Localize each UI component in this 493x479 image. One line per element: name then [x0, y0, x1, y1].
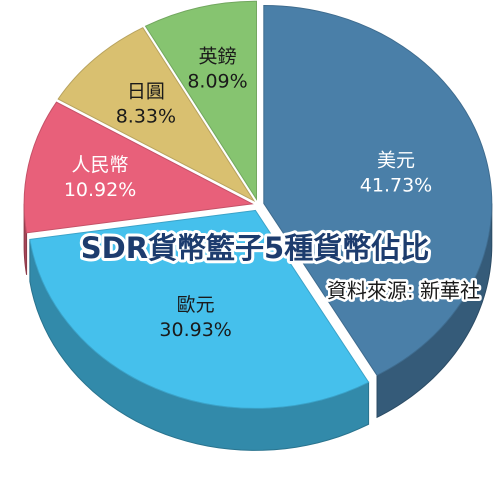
slice-category: 人民幣	[72, 154, 129, 176]
slice-category: 美元	[377, 149, 415, 171]
slice	[263, 4, 493, 376]
slice-category: 日圓	[127, 81, 165, 103]
slice	[23, 101, 254, 234]
slice	[57, 27, 256, 203]
slice-value-label: 41.73%	[360, 174, 432, 196]
slice-value-label: 8.09%	[187, 70, 247, 92]
pie-labels: 美元 41.73% 歐元 30.93% 人民幣 10.92% 日圓 8.33% 英鎊 8.09%	[64, 45, 432, 340]
slice-category: 英鎊	[199, 45, 237, 67]
slice-value-label: 10.92%	[64, 179, 136, 201]
chart-title: SDR貨幣籃子5種貨幣佔比	[81, 231, 429, 265]
slice-category: 歐元	[177, 294, 215, 316]
slice-value-label: 8.33%	[116, 106, 176, 128]
chart-source: 資料來源: 新華社	[327, 279, 480, 303]
slice	[144, 0, 257, 201]
pie-tops	[23, 0, 493, 409]
slice	[29, 209, 370, 409]
slice-value-label: 30.93%	[159, 319, 231, 341]
